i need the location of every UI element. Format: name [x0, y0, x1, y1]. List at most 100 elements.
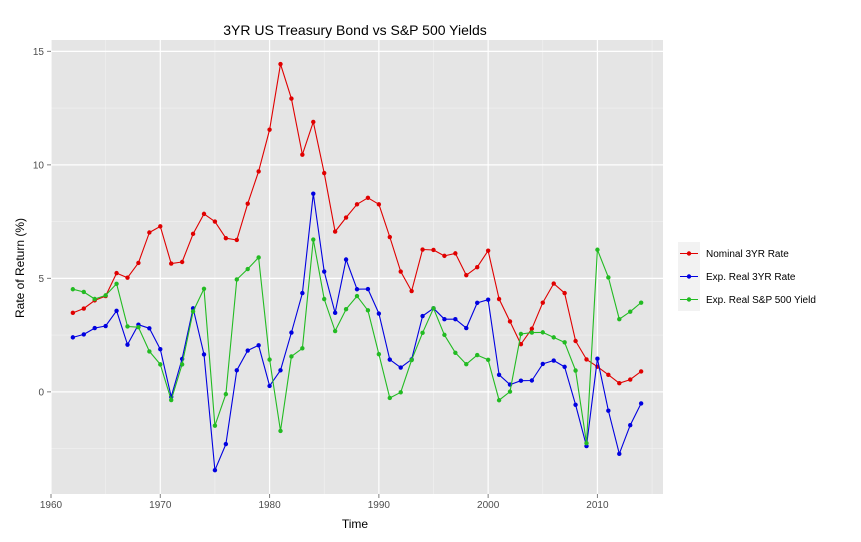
series-2-point [496, 372, 502, 378]
series-3-point [201, 286, 207, 291]
y-tick-label: 10 [33, 160, 45, 171]
series-1-point [332, 229, 338, 234]
series-2-point [114, 308, 119, 314]
series-1-point [234, 237, 239, 243]
x-axis: 1960 1970 1980 1990 2000 2010 [40, 494, 609, 511]
series-3-point [179, 362, 185, 367]
series-2-point [562, 364, 567, 370]
series-3-point [551, 335, 556, 340]
series-2-point [420, 313, 425, 319]
series-1-point [147, 230, 152, 235]
series-2-point [387, 357, 392, 362]
series-2-point [92, 325, 97, 331]
legend: Nominal 3YR Rate Exp. Real 3YR Rate Exp. R… [678, 242, 816, 311]
series-2-point [322, 269, 327, 274]
series-3-point [169, 397, 174, 403]
series-3-point [409, 357, 414, 363]
x-tick-label: 2000 [477, 500, 500, 511]
series-3-point [398, 390, 403, 395]
series-2-point [485, 297, 491, 302]
series-3-point [114, 281, 119, 286]
grid-major [50, 40, 663, 494]
series-1-point [136, 260, 141, 266]
y-tick-label: 0 [38, 387, 44, 398]
series-2-point [278, 368, 283, 373]
series-1-point [464, 272, 469, 278]
series-1-point [496, 296, 502, 302]
series-3-point [256, 255, 261, 260]
series-1-point [529, 326, 535, 331]
series-2-point [365, 286, 371, 292]
legend-label: Exp. Real S&P 500 Yield [706, 295, 816, 306]
series-3-point [464, 361, 469, 367]
series-3-point [638, 300, 644, 305]
series-2-point [595, 356, 600, 361]
legend-key-point [686, 251, 692, 256]
series-1-point [179, 259, 185, 265]
series-1-point [267, 127, 272, 132]
series-3-point [212, 423, 218, 428]
series-2-point [442, 317, 447, 322]
x-tick-label: 1970 [149, 500, 172, 511]
x-tick-label: 2010 [586, 500, 609, 511]
series-3-point [70, 287, 76, 292]
series-1-point [507, 319, 513, 324]
series-1-point [387, 234, 392, 240]
series-2-point [551, 358, 556, 363]
series-1-point [190, 231, 196, 237]
series-1-point [540, 300, 545, 305]
series-3-point [103, 293, 108, 298]
series-3-point [223, 391, 229, 397]
series-3-point [453, 350, 458, 356]
series-3-point [628, 309, 633, 314]
series-2-point [267, 383, 272, 389]
series-2-point [518, 378, 524, 383]
series-2-point [158, 346, 163, 352]
series-3-point [562, 340, 567, 345]
series-2-point [343, 257, 349, 262]
series-1-point [376, 202, 382, 207]
series-3-point [431, 306, 436, 311]
legend-label: Exp. Real 3YR Rate [706, 272, 796, 283]
series-1-point [365, 195, 371, 200]
series-1-point [442, 253, 447, 259]
series-2-point [125, 342, 130, 347]
series-2-point [234, 368, 239, 373]
series-3-point [136, 324, 141, 330]
series-1-point [409, 288, 414, 294]
x-tick-label: 1990 [368, 500, 391, 511]
series-1-point [169, 261, 174, 266]
series-2-point [573, 402, 578, 407]
series-2-point [300, 290, 305, 296]
series-3-point [485, 357, 491, 363]
legend-item: Exp. Real 3YR Rate [680, 272, 796, 283]
series-1-point [114, 270, 119, 276]
x-tick-label: 1980 [258, 500, 281, 511]
plot-panel [51, 40, 663, 494]
series-3-point [540, 330, 545, 335]
series-3-point [376, 351, 382, 357]
series-3-point [289, 354, 294, 359]
series-1-point [278, 61, 283, 67]
series-1-point [223, 235, 229, 241]
series-3-point [332, 328, 338, 334]
series-3-point [518, 331, 524, 337]
series-1-point [201, 211, 207, 217]
series-3-point [147, 349, 152, 354]
series-2-point [376, 311, 382, 316]
series-2-point [245, 348, 250, 353]
series-1-point [398, 269, 403, 274]
series-1-point [431, 247, 436, 253]
series-2-point [638, 401, 644, 406]
series-1-point [256, 169, 261, 174]
series-1-point [125, 275, 130, 280]
series-2-point [103, 323, 108, 329]
series-3-point [606, 275, 611, 280]
series-1-point [245, 201, 250, 206]
series-2-point [223, 441, 229, 447]
series-3-point [278, 428, 283, 434]
series-2-point [540, 361, 545, 367]
series-3-point [442, 332, 447, 338]
y-axis: 0 5 10 15 [33, 47, 51, 398]
